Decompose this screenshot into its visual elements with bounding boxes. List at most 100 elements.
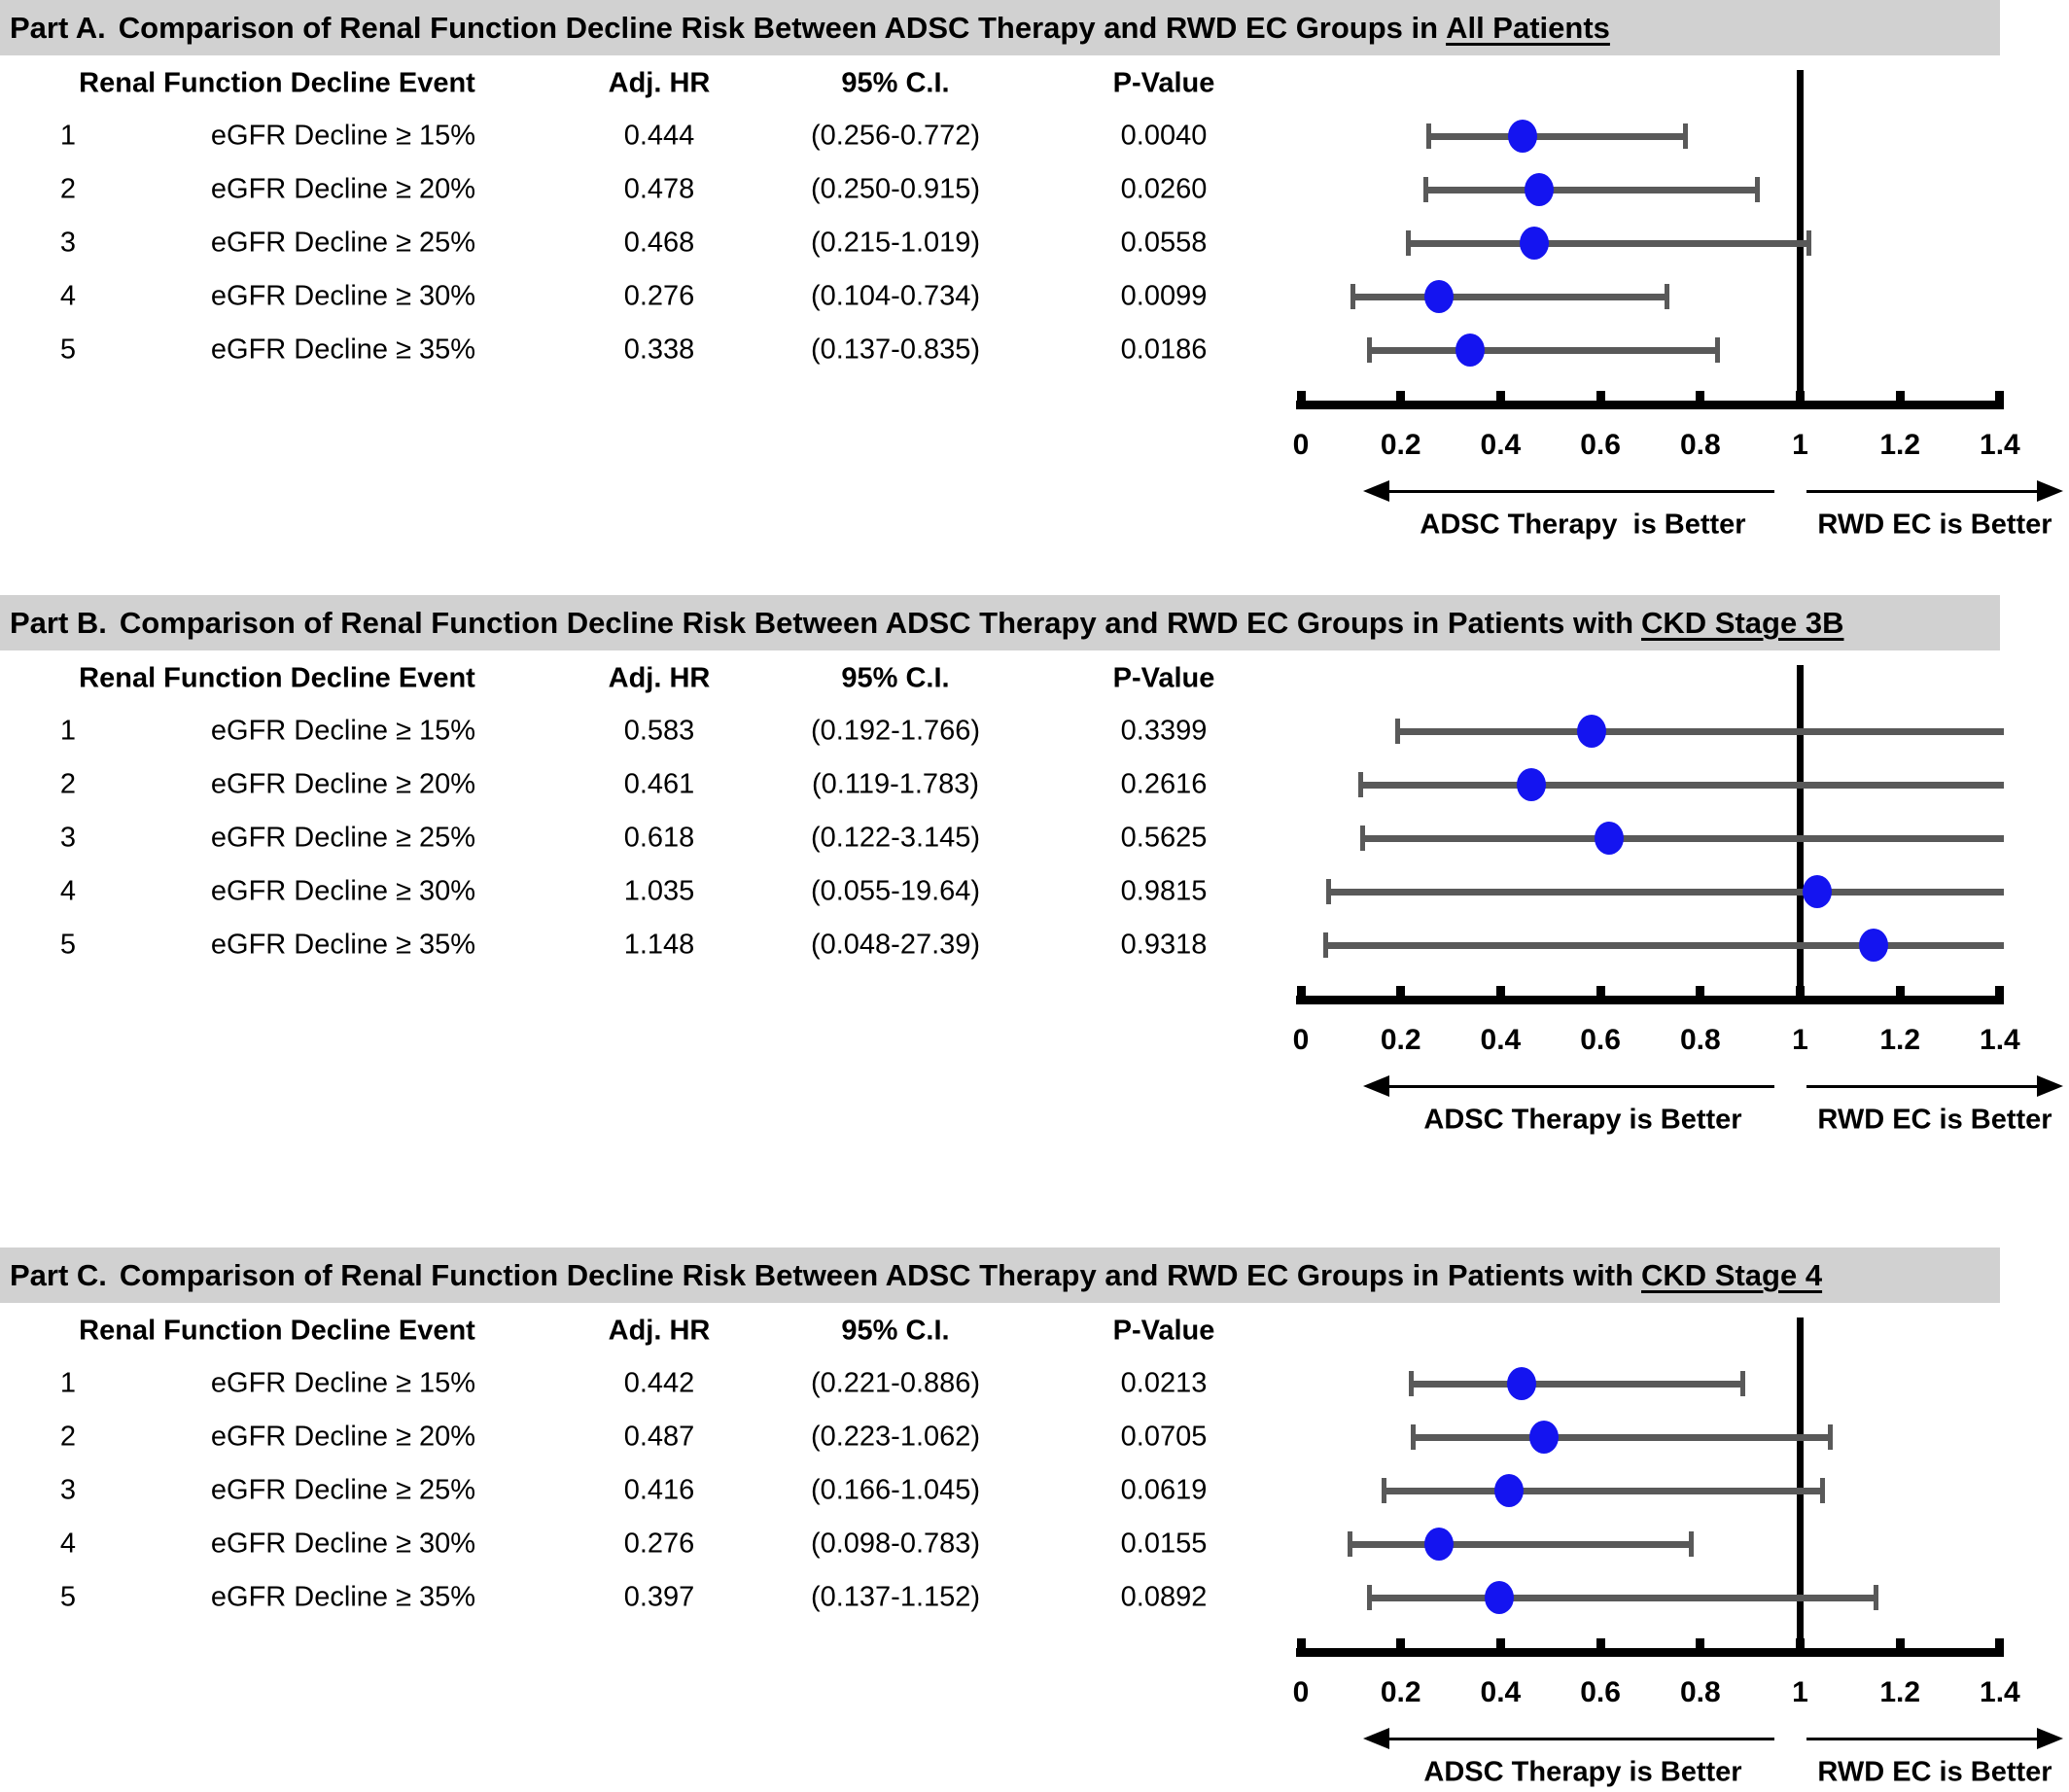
x-axis-tick-label: 1.4 (1980, 429, 2020, 461)
ci-lower-cap (1382, 1478, 1387, 1503)
row-ci: (0.192-1.766) (810, 715, 981, 747)
row-ci: (0.256-0.772) (810, 120, 981, 152)
row-event: eGFR Decline ≥ 25% (210, 822, 476, 854)
row-number: 4 (59, 1528, 77, 1560)
ci-error-bar (1425, 187, 1758, 193)
row-ci: (0.048-27.39) (810, 929, 981, 961)
ci-upper-cap (1819, 1478, 1825, 1503)
x-axis-tick (1296, 1638, 1306, 1649)
row-event: eGFR Decline ≥ 30% (210, 280, 476, 312)
x-axis-tick (1895, 1638, 1905, 1649)
x-axis-tick (1396, 391, 1406, 402)
x-axis-tick-label: 1 (1792, 429, 1808, 461)
adsc-better-arrow-line (1385, 1738, 1774, 1740)
part-b-panel: Part B. Comparison of Renal Function Decl… (0, 595, 2069, 1247)
row-event: eGFR Decline ≥ 35% (210, 334, 476, 366)
part-c-title-bar: Part C. Comparison of Renal Function Decl… (0, 1247, 2000, 1303)
ci-lower-cap (1394, 719, 1400, 744)
row-ci: (0.104-0.734) (810, 280, 981, 312)
hazard-ratio-marker (1859, 929, 1889, 962)
x-axis-tick (1296, 391, 1306, 402)
adsc-better-arrow-line (1385, 490, 1774, 493)
hazard-ratio-marker (1529, 1421, 1560, 1454)
x-axis-tick-label: 0.4 (1480, 429, 1522, 461)
row-event: eGFR Decline ≥ 15% (210, 715, 476, 747)
hazard-ratio-marker (1520, 227, 1550, 260)
ci-upper-cap (1664, 284, 1669, 309)
column-header-p-value: P-Value (1112, 1315, 1215, 1347)
x-axis (1296, 996, 2004, 1004)
x-axis-tick-label: 1.4 (1980, 1676, 2020, 1708)
ci-lower-cap (1350, 284, 1356, 309)
ci-error-bar (1360, 782, 2004, 789)
row-p-value: 0.9318 (1120, 929, 1208, 961)
rwd-better-arrowhead-icon (2037, 480, 2063, 502)
x-axis-tick (1995, 1638, 2005, 1649)
x-axis-tick-label: 1.2 (1879, 1024, 1921, 1056)
ci-lower-cap (1367, 1585, 1373, 1610)
adsc-better-label: ADSC Therapy is Better (1423, 1104, 1742, 1136)
ci-error-bar (1428, 133, 1687, 140)
row-ci: (0.223-1.062) (810, 1421, 981, 1453)
column-header-adj-hr: Adj. HR (608, 67, 711, 99)
part-a-label: Part A. (10, 11, 106, 45)
hazard-ratio-marker (1423, 1528, 1454, 1561)
part-b-title-underlined: CKD Stage 3B (1641, 606, 1844, 640)
ci-lower-cap (1409, 1371, 1415, 1396)
rwd-better-arrow-line (1806, 1738, 2040, 1740)
ci-upper-cap (1714, 337, 1720, 363)
part-a-title-underlined: All Patients (1446, 11, 1610, 45)
row-p-value: 0.9815 (1120, 875, 1208, 907)
part-a-title-bar: Part A. Comparison of Renal Function Decl… (0, 0, 2000, 55)
ci-error-bar (1384, 1488, 1823, 1494)
x-axis-tick (1995, 391, 2005, 402)
rwd-better-arrow-line (1806, 490, 2040, 493)
x-axis-tick-label: 1.2 (1879, 1676, 1921, 1708)
ci-error-bar (1350, 1541, 1693, 1548)
ci-upper-cap (1806, 230, 1812, 256)
row-event: eGFR Decline ≥ 20% (210, 768, 476, 800)
ci-error-bar (1412, 1434, 1832, 1441)
x-axis-tick (1596, 391, 1605, 402)
row-number: 5 (59, 334, 77, 366)
adsc-better-label: ADSC Therapy is Better (1420, 509, 1746, 541)
row-ci: (0.137-1.152) (810, 1581, 981, 1613)
row-adj-hr: 0.461 (623, 768, 695, 800)
x-axis-tick-label: 0.6 (1580, 1024, 1621, 1056)
column-header-ci: 95% C.I. (841, 67, 950, 99)
x-axis-tick (1796, 1638, 1805, 1649)
x-axis-tick (1596, 986, 1605, 997)
adsc-better-arrowhead-icon (1363, 1728, 1389, 1749)
row-p-value: 0.0040 (1120, 120, 1208, 152)
row-event: eGFR Decline ≥ 30% (210, 875, 476, 907)
forest-plot-a: 0 0.2 0.4 0.6 0.8 1 1.2 1.4 (0, 0, 2069, 595)
ci-lower-cap (1358, 772, 1364, 797)
row-event: eGFR Decline ≥ 25% (210, 1474, 476, 1506)
x-axis-tick (1495, 391, 1505, 402)
x-axis-tick-label: 0 (1292, 1676, 1310, 1708)
part-c-label: Part C. (10, 1258, 107, 1292)
hazard-ratio-marker (1423, 280, 1454, 313)
row-event: eGFR Decline ≥ 20% (210, 173, 476, 205)
row-adj-hr: 0.487 (623, 1421, 695, 1453)
row-ci: (0.122-3.145) (810, 822, 981, 854)
column-header-adj-hr: Adj. HR (608, 662, 711, 694)
row-event: eGFR Decline ≥ 30% (210, 1528, 476, 1560)
x-axis-tick-label: 0 (1292, 1024, 1310, 1056)
x-axis-tick (1396, 1638, 1406, 1649)
part-b-title: Comparison of Renal Function Decline Ris… (119, 606, 1634, 640)
x-axis-tick (1696, 391, 1705, 402)
x-axis-tick-label: 0.8 (1679, 1676, 1721, 1708)
row-number: 3 (59, 1474, 77, 1506)
x-axis (1296, 401, 2004, 409)
ci-error-bar (1361, 835, 2004, 842)
row-number: 4 (59, 875, 77, 907)
row-number: 5 (59, 929, 77, 961)
ci-upper-cap (1754, 177, 1760, 202)
rwd-better-arrowhead-icon (2037, 1075, 2063, 1097)
rwd-better-label: RWD EC is Better (1817, 1756, 2052, 1788)
x-axis-tick (1495, 1638, 1505, 1649)
x-axis-tick (1696, 986, 1705, 997)
forest-plot-c: 0 0.2 0.4 0.6 0.8 1 1.2 1.4 (0, 1247, 2069, 1792)
row-adj-hr: 0.583 (623, 715, 695, 747)
